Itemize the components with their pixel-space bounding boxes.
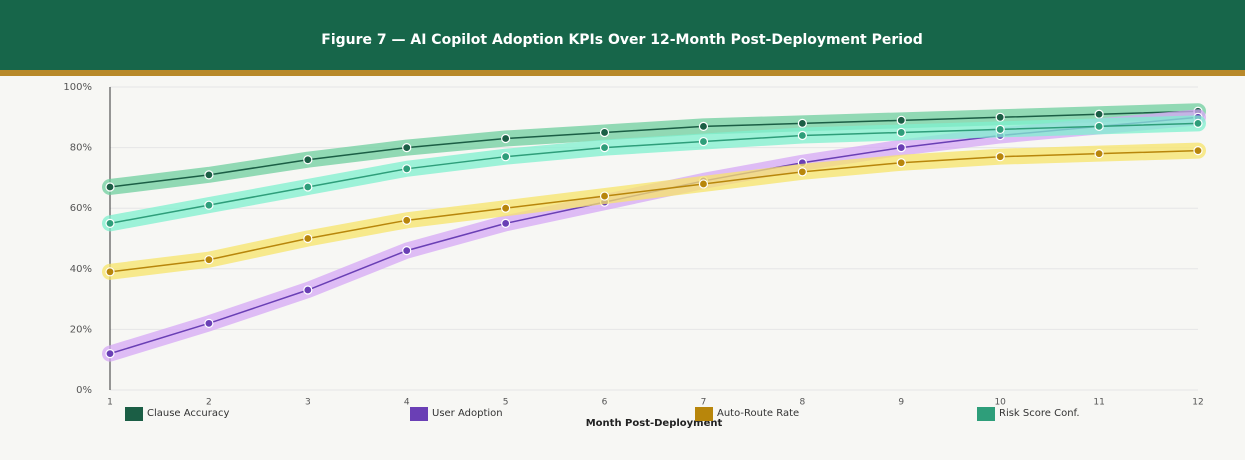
- series-line: [109, 149, 1199, 273]
- data-point: [501, 218, 511, 228]
- data-point: [402, 246, 412, 256]
- data-point: [105, 267, 115, 277]
- data-point: [896, 143, 906, 153]
- data-point: [797, 130, 807, 141]
- legend-swatch: [695, 407, 713, 421]
- x-tick-label: 6: [602, 398, 608, 408]
- data-point: [698, 136, 709, 147]
- data-point: [105, 218, 115, 228]
- data-point: [303, 285, 313, 295]
- x-tick-label: 7: [701, 398, 707, 408]
- data-point: [797, 118, 807, 128]
- x-tick-label: 10: [994, 398, 1006, 408]
- data-point: [501, 203, 511, 213]
- data-point: [698, 179, 709, 189]
- data-point: [1094, 121, 1104, 131]
- series-line: [109, 110, 1199, 188]
- y-tick-label: 80%: [70, 143, 92, 154]
- legend-swatch: [410, 407, 428, 421]
- data-point: [303, 182, 313, 192]
- x-tick-label: 12: [1192, 398, 1203, 408]
- data-point: [896, 127, 906, 138]
- data-point: [599, 191, 610, 201]
- legend-swatch: [977, 407, 995, 421]
- data-point: [501, 133, 511, 144]
- data-point: [501, 152, 511, 162]
- x-tick-label: 2: [206, 398, 212, 408]
- data-point: [1094, 109, 1104, 119]
- header: [0, 0, 1245, 70]
- data-point: [995, 112, 1005, 122]
- x-axis-label: Month Post-Deployment: [586, 418, 723, 429]
- data-point: [1193, 118, 1203, 128]
- x-tick-label: 3: [305, 398, 311, 408]
- data-point: [995, 152, 1005, 162]
- legend-label: Risk Score Conf.: [999, 408, 1080, 419]
- x-tick-label: 9: [898, 398, 904, 408]
- data-point: [204, 200, 214, 210]
- data-point: [896, 158, 906, 168]
- legend-swatch: [125, 407, 143, 421]
- data-point: [797, 167, 807, 177]
- header-rule: [0, 70, 1245, 76]
- data-point: [402, 143, 412, 153]
- chart-title: Figure 7 — AI Copilot Adoption KPIs Over…: [321, 32, 922, 48]
- data-point: [402, 215, 412, 225]
- x-tick-label: 11: [1093, 398, 1104, 408]
- data-point: [303, 155, 313, 165]
- data-point: [698, 121, 709, 131]
- data-point: [204, 318, 214, 328]
- x-tick-label: 5: [503, 398, 509, 408]
- x-tick-label: 1: [107, 398, 113, 408]
- legend-label: Auto-Route Rate: [717, 408, 799, 419]
- data-point: [402, 164, 412, 174]
- data-point: [1094, 149, 1104, 159]
- data-point: [896, 115, 906, 125]
- x-tick-label: 4: [404, 398, 410, 408]
- data-point: [105, 182, 115, 192]
- y-tick-label: 0%: [76, 385, 92, 396]
- data-point: [204, 255, 214, 265]
- y-tick-label: 20%: [70, 324, 92, 335]
- y-tick-label: 60%: [70, 203, 92, 214]
- data-point: [303, 233, 313, 244]
- series-line: [109, 122, 1199, 225]
- data-point: [1193, 146, 1203, 156]
- data-point: [204, 170, 214, 180]
- data-point: [599, 127, 610, 138]
- y-tick-label: 40%: [70, 264, 92, 275]
- data-point: [995, 124, 1005, 135]
- y-tick-label: 100%: [63, 82, 92, 93]
- legend-label: User Adoption: [432, 408, 503, 419]
- data-point: [599, 143, 610, 153]
- data-point: [105, 349, 115, 359]
- legend-label: Clause Accuracy: [147, 408, 230, 419]
- x-tick-label: 8: [799, 398, 805, 408]
